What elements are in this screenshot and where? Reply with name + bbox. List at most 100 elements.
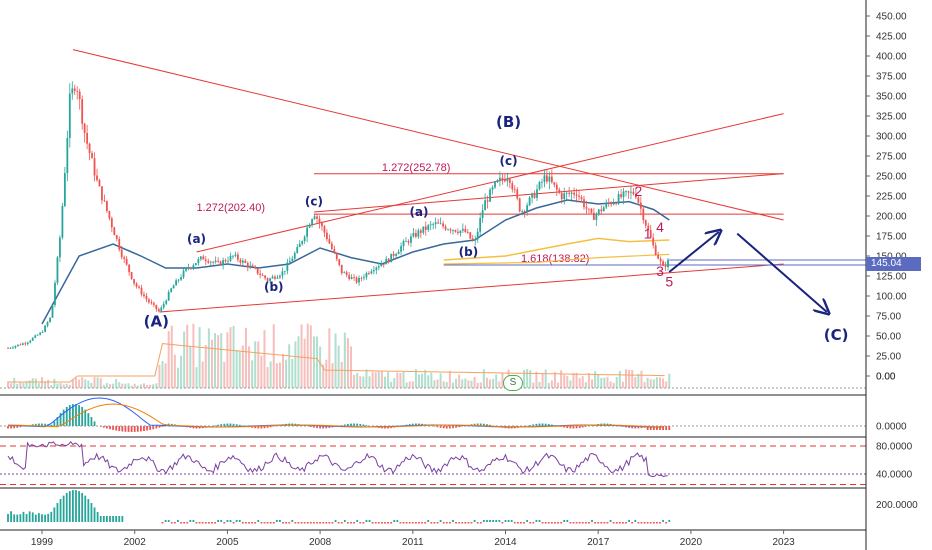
volume-bar [479,382,482,388]
candle-body [325,232,328,240]
oscillator-2-bar [359,522,362,524]
x-tick-label: 2014 [494,537,517,548]
volume-bar [204,344,207,388]
oscillator-2-bar [254,522,257,524]
volume-bar [288,344,291,388]
wave-number-label: 3 [656,263,664,279]
volume-bar [615,376,618,388]
candle-body [499,177,501,181]
candle-body [459,230,462,234]
oscillator-1-bar [87,413,90,426]
volume-bar [118,382,121,388]
candle-body [135,283,138,287]
oscillator-1-bar [223,423,226,426]
oscillator-2-bar [96,512,99,522]
candle-body [328,239,331,244]
oscillator-2-bar [263,522,266,524]
oscillator-1-bar [411,423,414,426]
candle-body [580,196,583,200]
oscillator-1-bar [665,426,668,430]
oscillator-2-bar [384,522,386,524]
oscillator-1-bar [93,421,96,426]
volume-bar [176,367,179,388]
oscillator-2-bar [207,522,210,524]
candle-body [259,273,262,276]
volume-bar [402,371,405,388]
candle-body [634,193,637,198]
volume-bar [223,361,226,388]
candle-body [625,191,627,193]
candle-body [610,202,613,205]
volume-bar [634,377,637,388]
candle-body [254,266,257,269]
oscillator-2-bar [402,522,405,524]
candle-body [180,277,182,280]
volume-bar [485,377,488,388]
candle-body [125,258,128,265]
oscillator-1-bar [78,405,80,426]
candle-body [16,344,19,346]
candle-body [667,259,669,268]
oscillator-2-bar [334,520,337,522]
candle-body [115,235,118,239]
volume-bar [584,382,587,388]
oscillator-2-bar [489,520,491,522]
volume-average-line [8,343,665,383]
volume-bar [257,341,260,388]
volume-bar [31,378,34,388]
oscillator-1-bar [158,426,161,428]
candle-body [204,259,207,262]
oscillator-2-bar [597,522,600,524]
oscillator-1-bar [578,426,581,429]
candle-body [244,260,247,263]
candle-body [405,240,407,242]
candle-body [474,239,477,241]
oscillator-2-bar [99,516,102,522]
candle-body [407,240,410,243]
candle-body [511,183,514,190]
candle-body [343,272,346,274]
volume-bar [235,349,238,388]
oscillator-2-bar [164,520,167,522]
oscillator-1-bar [634,426,637,429]
candle-body [570,192,573,194]
oscillator-2-bar [282,522,284,524]
volume-bar [93,377,96,388]
oscillator-1-bar [257,426,260,429]
candle-body [138,286,140,288]
volume-bar [16,383,19,388]
oscillator-2-bar [28,511,31,522]
signal-badge[interactable]: S [503,375,523,391]
candle-body [484,200,487,211]
candle-body [654,245,657,255]
oscillator-2-bar [646,522,649,524]
candle-body [340,264,343,274]
oscillator-2-bar [665,522,668,524]
oscillator-panel-2 [7,490,671,524]
volume-bar [495,374,498,388]
volume-bar [124,383,127,388]
volume-bar [529,370,532,388]
wave-label: (B) [496,113,521,131]
volume-bar [436,379,439,388]
candle-body [120,249,123,258]
volume-bar [130,385,133,388]
candle-body [454,229,457,232]
oscillator-1-bar [362,424,365,426]
candle-body [449,229,452,231]
oscillator-2-bar [387,522,389,524]
oscillator-1-bar [59,413,62,426]
oscillator-2-bar [399,522,402,524]
volume-bar [102,384,105,388]
oscillator-2-bar [186,522,189,524]
candle-body [427,225,430,230]
oscillator-2-bar [625,522,627,524]
oscillator-2-bar [217,520,220,522]
oscillator-1-bar [260,426,263,429]
candle-body [41,331,44,333]
oscillator-2-bar [532,522,535,524]
oscillator-1-bar [347,423,349,426]
candle-body [143,294,145,297]
oscillator-1-bar [115,426,118,431]
